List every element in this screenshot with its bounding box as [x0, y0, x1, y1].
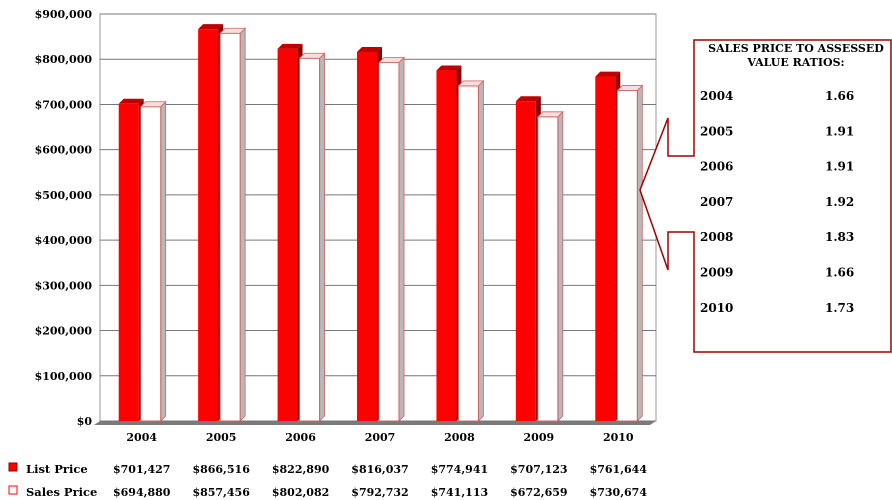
bar-sales-price-top	[298, 52, 326, 59]
x-tick-label: 2006	[285, 431, 316, 444]
bar-sales-price-top	[139, 101, 167, 108]
ratio-value: 1.73	[825, 301, 854, 315]
bar-sales-price-side	[478, 79, 484, 422]
ratio-year: 2004	[700, 89, 733, 103]
bar-list-price-top	[357, 46, 382, 52]
table-value-list-price: $701,427	[113, 463, 170, 476]
y-tick-label: $300,000	[35, 279, 93, 292]
legend-label-sales-price: Sales Price	[26, 485, 97, 499]
ratio-value: 1.91	[825, 160, 854, 174]
bar-sales-price	[457, 85, 479, 422]
bar-sales-price	[616, 90, 638, 422]
ratio-year: 2007	[700, 195, 733, 209]
ratio-year: 2008	[700, 230, 733, 244]
ratio-callout-box	[639, 39, 892, 353]
x-tick-label: 2010	[603, 431, 634, 444]
bar-sales-price-side	[398, 56, 405, 422]
bar-list-price-top	[198, 24, 224, 30]
x-tick-label: 2007	[365, 431, 396, 444]
bar-sales-price-side	[160, 100, 167, 422]
y-tick-label: $200,000	[35, 325, 93, 338]
ratio-value: 1.92	[825, 195, 854, 209]
x-tick-label: 2008	[444, 431, 475, 444]
bar-sales-price-top	[378, 57, 405, 63]
ratio-year: 2005	[700, 124, 733, 138]
bar-list-price-top	[595, 71, 621, 77]
table-value-list-price: $866,516	[192, 463, 250, 476]
x-tick-label: 2004	[126, 431, 157, 444]
bar-sales-price-side	[557, 110, 564, 422]
table-value-sales-price: $730,674	[590, 486, 648, 499]
table-value-sales-price: $672,659	[510, 486, 567, 499]
bar-list-price	[595, 76, 616, 421]
bar-sales-price-side	[636, 84, 643, 422]
bar-list-price	[198, 29, 219, 421]
bar-list-price	[118, 103, 139, 421]
bar-sales-price-top	[219, 27, 247, 34]
bar-sales-price	[140, 106, 162, 422]
ratio-value: 1.83	[825, 230, 854, 244]
legend-label-list-price: List Price	[26, 462, 88, 476]
bar-sales-price-top	[616, 85, 644, 91]
y-tick-label: $900,000	[35, 8, 93, 21]
table-value-sales-price: $802,082	[272, 486, 329, 499]
bar-list-price	[357, 51, 377, 421]
y-tick-label: $0	[77, 415, 93, 428]
y-tick-label: $700,000	[35, 98, 93, 111]
y-axis: $0 $100,000 $200,000 $300,000 $400,000 $500,0…	[35, 8, 93, 428]
table-value-sales-price: $792,732	[351, 486, 408, 499]
y-tick-label: $500,000	[35, 189, 93, 202]
table-value-sales-price: $857,456	[192, 486, 250, 499]
bar-sales-price	[219, 32, 241, 422]
table-value-list-price: $822,890	[272, 463, 330, 476]
bar-list-price-top	[515, 96, 541, 102]
bar-sales-price-side	[319, 52, 325, 422]
y-tick-label: $800,000	[35, 53, 93, 66]
data-table: $701,427 $694,880 $866,516 $857,456 $822,890…	[8, 462, 648, 499]
y-tick-label: $600,000	[35, 144, 93, 157]
bar-sales-price-top	[536, 111, 564, 118]
table-value-list-price: $816,037	[351, 463, 408, 476]
ratio-year: 2010	[700, 301, 733, 315]
ratio-title-line2: VALUE RATIOS:	[746, 56, 844, 69]
ratio-value: 1.91	[825, 124, 854, 138]
legend-swatch-list-price	[8, 462, 18, 472]
table-value-list-price: $761,644	[590, 463, 648, 476]
bar-list-price-top	[436, 65, 462, 71]
ratio-value: 1.66	[825, 89, 854, 103]
bar-sales-price	[378, 62, 400, 422]
ratio-year: 2009	[700, 266, 733, 280]
x-axis: 2004 2005 2006 2007 2008 2009 2010	[126, 431, 634, 444]
y-tick-label: $100,000	[35, 370, 93, 383]
x-tick-label: 2009	[524, 431, 555, 444]
bar-sales-price	[299, 57, 321, 422]
bar-sales-price-side	[239, 27, 246, 422]
y-tick-label: $400,000	[35, 234, 93, 247]
bar-list-price	[277, 48, 298, 422]
bar-list-price-top	[277, 43, 303, 49]
table-value-list-price: $774,941	[431, 463, 488, 476]
ratio-value: 1.66	[825, 266, 854, 280]
bar-list-price	[436, 70, 457, 422]
bar-list-price-top	[118, 98, 144, 104]
legend-swatch-sales-price	[8, 485, 18, 495]
plot-floor	[94, 421, 656, 425]
ratio-year: 2006	[700, 160, 733, 174]
bar-list-price	[515, 101, 536, 421]
table-value-list-price: $707,123	[510, 463, 567, 476]
bar-sales-price-top	[457, 80, 485, 87]
x-tick-label: 2005	[206, 431, 237, 444]
ratio-title-line1: SALES PRICE TO ASSESSED	[708, 42, 884, 55]
bar-sales-price	[537, 116, 559, 422]
table-value-sales-price: $694,880	[113, 486, 171, 499]
bars	[118, 24, 644, 422]
table-value-sales-price: $741,113	[431, 486, 488, 499]
